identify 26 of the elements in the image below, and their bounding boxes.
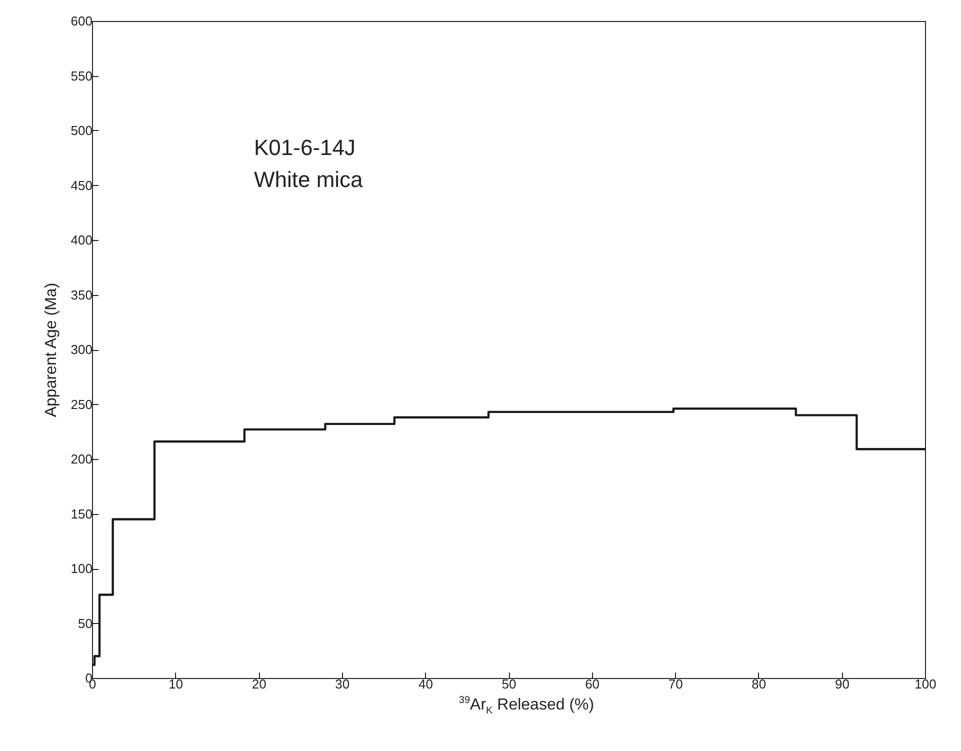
y-axis-title: Apparent Age (Ma) — [42, 282, 60, 418]
y-tick-label: 450 — [70, 178, 92, 193]
x-tick-label: 30 — [335, 676, 350, 692]
x-tick-label: 40 — [418, 676, 433, 692]
x-tick-label: 50 — [502, 676, 516, 692]
y-tick-label: 100 — [70, 561, 92, 576]
y-tick-label: 550 — [70, 68, 92, 84]
y-tick-label: 400 — [70, 232, 92, 248]
y-tick-label: 150 — [70, 506, 92, 522]
x-tick-label: 80 — [752, 676, 766, 692]
annotation: K01-6-14J — [254, 135, 356, 160]
x-tick-label: 20 — [252, 676, 266, 692]
x-tick-label: 60 — [585, 676, 600, 692]
x-axis-title: $^{39}$Ar$_{K}$ Released (%) — [458, 695, 596, 717]
y-tick-label: 350 — [70, 287, 92, 302]
x-tick-label: 100 — [914, 676, 936, 692]
x-tick-label: 10 — [168, 676, 184, 692]
y-tick-label: 250 — [70, 396, 92, 412]
y-tick-label: 500 — [70, 123, 92, 138]
x-tick-label: 70 — [668, 676, 683, 692]
y-tick-label: 300 — [70, 342, 92, 357]
x-tick-label: 90 — [834, 676, 850, 692]
y-tick-label: 600 — [70, 14, 92, 28]
annotation: White mica — [254, 167, 364, 192]
y-tick-label: 50 — [78, 616, 92, 631]
y-tick-label: 200 — [70, 452, 92, 466]
